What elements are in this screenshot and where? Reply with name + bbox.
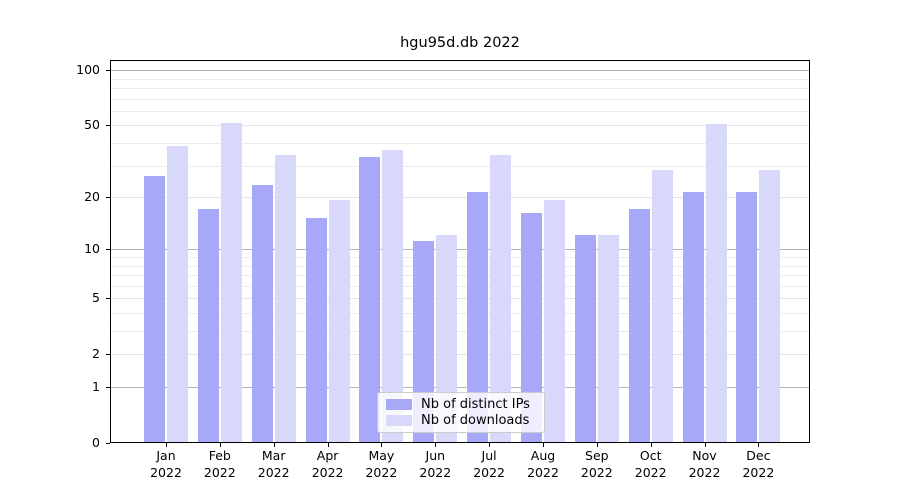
bar-downloads-nov (705, 124, 727, 442)
x-tick-label-oct: Oct 2022 (634, 448, 667, 480)
legend-label-downloads: Nb of downloads (421, 412, 530, 428)
x-tick-label-jan: Jan 2022 (150, 448, 182, 480)
bar-downloads-feb (220, 122, 242, 442)
legend-item-distinct-ips: Nb of distinct IPs (386, 397, 536, 413)
x-tick-label-may: May 2022 (365, 448, 398, 480)
bar-distinct-ips-sep (574, 234, 596, 442)
x-tick-dec (758, 443, 760, 447)
plot-area (110, 60, 810, 443)
bar-downloads-mar (274, 154, 296, 442)
y-tick-label-10: 10 (84, 241, 100, 257)
bar-downloads-jun (436, 234, 458, 442)
bar-downloads-dec (759, 170, 781, 442)
x-tick-jan (166, 443, 167, 447)
gridline-90 (110, 78, 810, 80)
bar-downloads-jan (167, 146, 188, 442)
y-tick-10 (106, 249, 110, 251)
bar-downloads-jul (490, 154, 512, 442)
gridline-4 (110, 313, 810, 314)
bar-distinct-ips-jul (467, 192, 489, 442)
legend-label-distinct-ips: Nb of distinct IPs (421, 397, 530, 413)
gridline-10 (110, 249, 810, 251)
bar-downloads-may (382, 150, 404, 442)
x-tick-label-mar: Mar 2022 (257, 448, 290, 480)
gridline-7 (110, 275, 810, 276)
bar-distinct-ips-apr (305, 218, 327, 442)
legend-item-downloads: Nb of downloads (386, 413, 536, 429)
bar-distinct-ips-aug (521, 213, 542, 442)
bar-distinct-ips-nov (682, 192, 704, 442)
x-tick-oct (650, 443, 652, 447)
x-tick-may (381, 443, 383, 447)
y-tick-label-20: 20 (84, 189, 100, 205)
bar-distinct-ips-dec (736, 192, 758, 442)
y-tick-label-0: 0 (92, 435, 100, 450)
bar-downloads-oct (651, 170, 673, 442)
gridline-1 (110, 387, 810, 388)
x-tick-label-jun: Jun 2022 (419, 448, 452, 480)
gridline-60 (110, 110, 810, 112)
x-tick-label-nov: Nov 2022 (688, 448, 721, 480)
y-tick-5 (106, 298, 110, 300)
legend-swatch-distinct-ips (386, 399, 412, 411)
gridline-20 (110, 197, 810, 199)
x-tick-sep (596, 443, 598, 447)
y-tick-label-5: 5 (92, 290, 100, 306)
legend-swatch-downloads (386, 414, 412, 426)
gridline-2 (110, 354, 810, 356)
gridline-3 (110, 331, 810, 332)
bar-downloads-apr (328, 200, 350, 442)
y-tick-label-50: 50 (84, 117, 100, 133)
x-tick-label-aug: Aug 2022 (527, 448, 559, 480)
gridline-50 (110, 125, 810, 127)
x-tick-jun (435, 443, 437, 447)
gridline-6 (110, 285, 810, 287)
y-tick-label-100: 100 (76, 62, 100, 78)
bar-distinct-ips-mar (251, 185, 273, 442)
chart-title: hgu95d.db 2022 (400, 35, 520, 51)
y-tick-50 (106, 125, 110, 127)
y-tick-label-2: 2 (92, 346, 100, 362)
y-tick-1 (106, 387, 110, 388)
x-tick-feb (219, 443, 221, 447)
y-tick-label-1: 1 (92, 379, 100, 394)
gridline-9 (110, 257, 810, 258)
bar-distinct-ips-may (359, 157, 381, 442)
y-tick-2 (106, 354, 110, 356)
gridline-8 (110, 265, 810, 267)
x-tick-label-jul: Jul 2022 (473, 448, 505, 480)
x-tick-label-sep: Sep 2022 (580, 448, 613, 480)
gridline-70 (110, 98, 810, 100)
gridline-100 (110, 70, 810, 72)
x-tick-jul (489, 443, 491, 447)
x-tick-label-dec: Dec 2022 (742, 448, 775, 480)
bar-distinct-ips-jun (413, 241, 435, 442)
gridline-40 (110, 143, 810, 144)
bar-downloads-sep (597, 234, 619, 442)
x-tick-mar (273, 443, 275, 447)
gridline-30 (110, 165, 810, 167)
bar-distinct-ips-feb (197, 208, 219, 442)
y-tick-0 (106, 443, 110, 444)
x-tick-label-apr: Apr 2022 (311, 448, 344, 480)
gridline-80 (110, 88, 810, 89)
y-tick-100 (106, 70, 110, 72)
bar-distinct-ips-jan (144, 175, 165, 442)
y-tick-20 (106, 197, 110, 199)
x-tick-apr (327, 443, 329, 447)
gridline-5 (110, 298, 810, 300)
bar-downloads-aug (544, 200, 565, 442)
x-tick-label-feb: Feb 2022 (203, 448, 236, 480)
bar-distinct-ips-oct (628, 208, 650, 442)
legend: Nb of distinct IPs Nb of downloads (377, 392, 545, 433)
x-tick-aug (543, 443, 544, 447)
x-tick-nov (704, 443, 706, 447)
